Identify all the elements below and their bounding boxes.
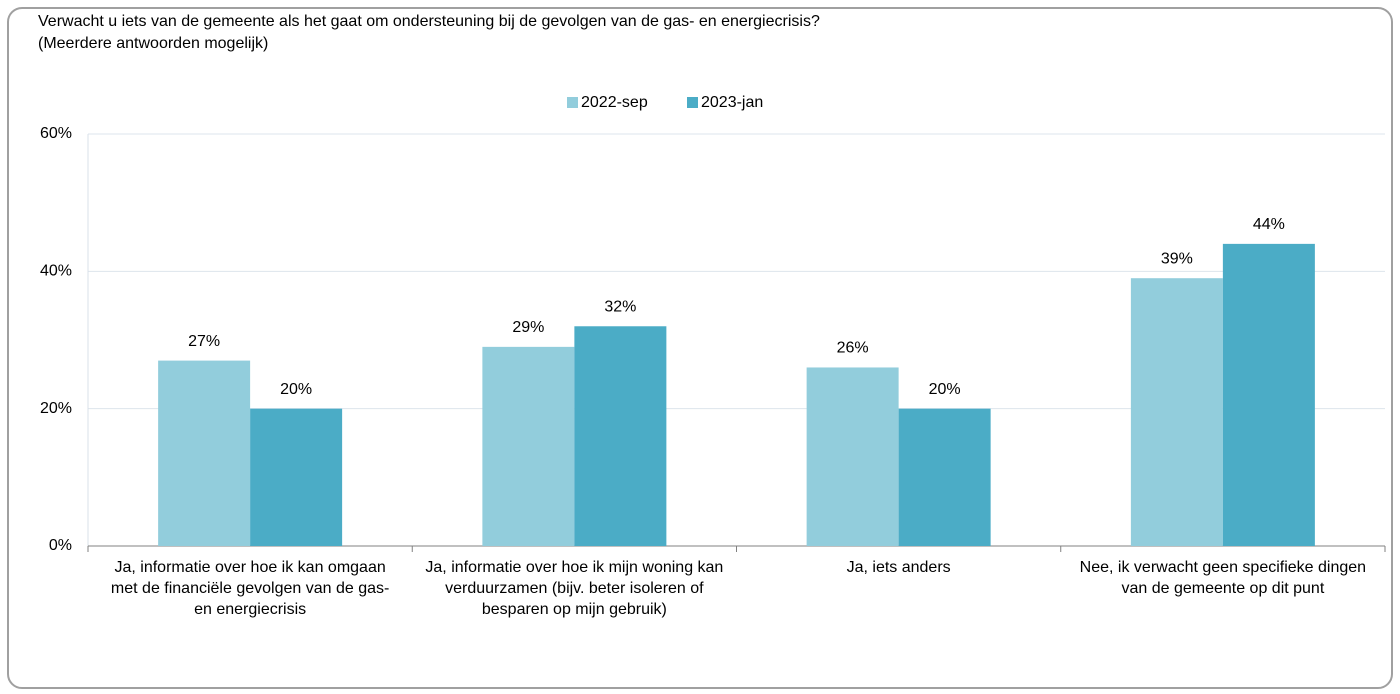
chart-subtitle: (Meerdere antwoorden mogelijk) [38, 35, 268, 52]
chart-title: Verwacht u iets van de gemeente als het … [38, 13, 820, 30]
data-label: 27% [188, 333, 220, 350]
x-tick-label: Nee, ik verwacht geen specifieke dingen … [1079, 559, 1367, 597]
y-tick-label: 40% [40, 263, 72, 280]
data-label: 26% [837, 340, 869, 357]
y-tick-label: 0% [49, 537, 72, 554]
legend-swatch [687, 97, 698, 108]
bar [250, 408, 343, 546]
data-label: 32% [604, 298, 636, 315]
x-tick-label: Ja, informatie over hoe ik mijn woning k… [425, 559, 724, 618]
bar [806, 367, 899, 546]
legend-swatch [567, 97, 578, 108]
frame [7, 7, 1393, 689]
y-tick-label: 20% [40, 400, 72, 417]
legend-label: 2022-sep [581, 94, 648, 111]
x-tick-label: Ja, informatie over hoe ik kan omgaan me… [110, 559, 390, 618]
data-label: 29% [512, 319, 544, 336]
data-label: 20% [280, 381, 312, 398]
data-label: 44% [1253, 216, 1285, 233]
bar [482, 346, 575, 546]
bar [158, 360, 251, 546]
data-label: 39% [1161, 250, 1193, 267]
bar [898, 408, 991, 546]
data-label: 20% [929, 381, 961, 398]
x-tick-label: Ja, iets anders [846, 559, 951, 576]
bar [574, 326, 667, 546]
bar [1130, 278, 1223, 546]
bar [1222, 243, 1315, 546]
y-tick-label: 60% [40, 125, 72, 142]
legend-label: 2023-jan [701, 94, 763, 111]
